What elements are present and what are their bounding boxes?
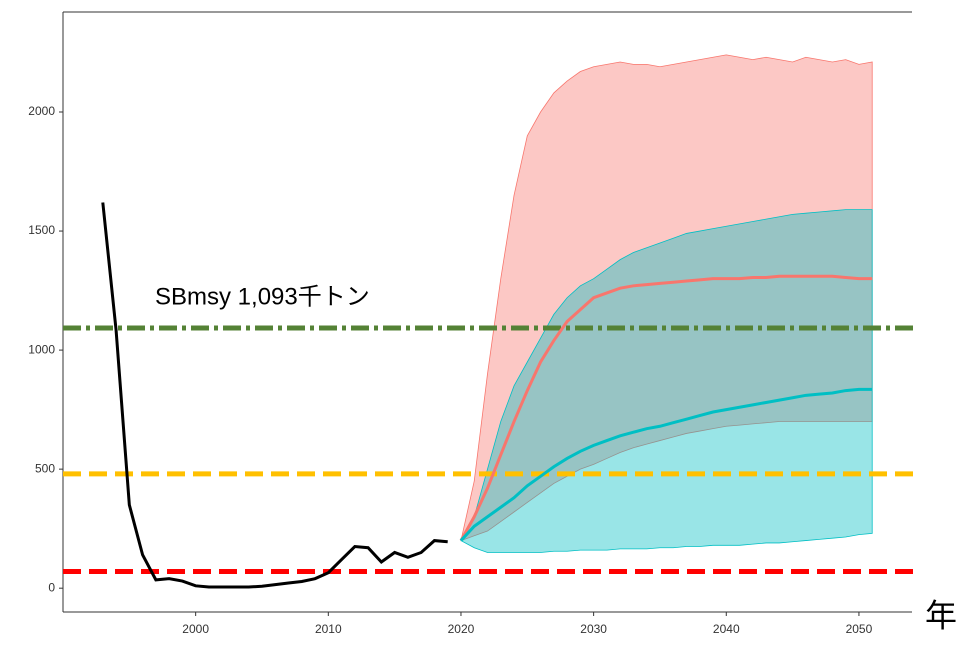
y-tick-label: 0 [48,580,55,594]
x-tick-label: 2020 [448,622,475,636]
y-tick-label: 1500 [28,223,55,237]
x-axis-label: 年 [925,597,957,633]
line [459,387,873,542]
x-tick-label: 2010 [315,622,342,636]
x-tick-label: 2040 [713,622,740,636]
x-tick-label: 2030 [580,622,607,636]
annotation: SBmsy 1,093千トン [155,283,370,310]
line [101,202,448,589]
line [459,274,873,542]
x-tick-label: 2050 [846,622,873,636]
y-tick-label: 1000 [28,342,55,356]
y-tick-label: 2000 [28,104,55,118]
x-tick-label: 2000 [182,622,209,636]
band [460,209,873,553]
y-tick-label: 500 [35,461,55,475]
